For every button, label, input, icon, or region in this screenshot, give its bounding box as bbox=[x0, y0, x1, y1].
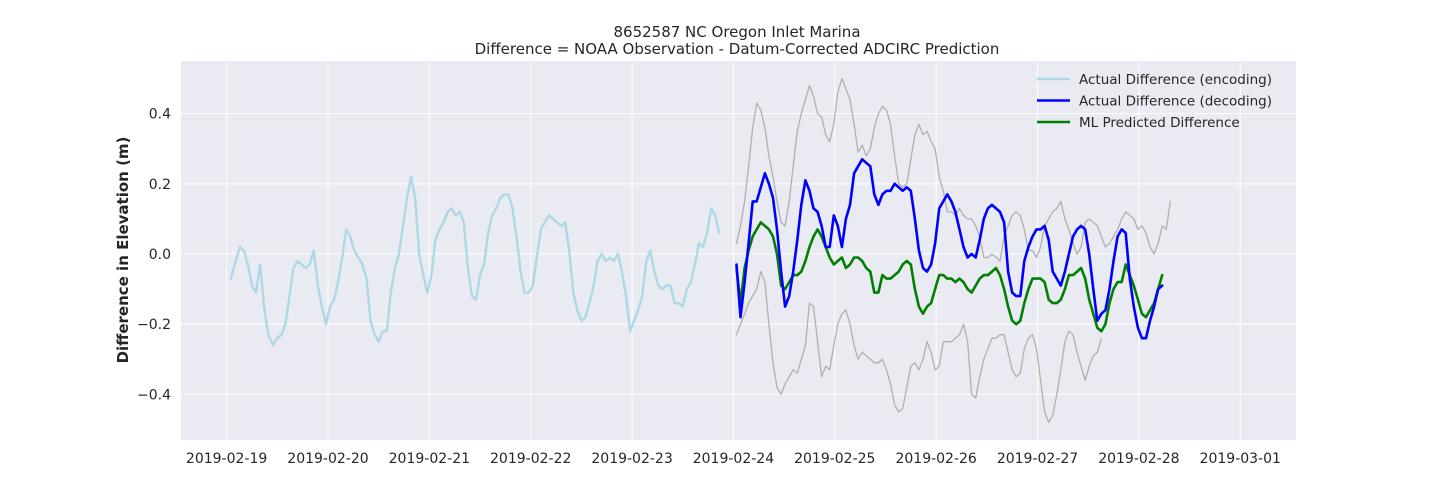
x-tick-label: 2019-02-27 bbox=[997, 451, 1078, 467]
plot-area bbox=[181, 61, 1296, 440]
y-axis-label: Difference in Elevation (m) bbox=[114, 137, 132, 364]
encoding-series-line bbox=[229, 175, 721, 347]
lower-bound-line bbox=[735, 270, 1103, 424]
predicted-series-line bbox=[735, 221, 1164, 333]
x-tick-label: 2019-02-19 bbox=[186, 451, 267, 467]
upper-bound-line bbox=[735, 77, 1171, 262]
chart-subtitle: Difference = NOAA Observation - Datum-Co… bbox=[475, 40, 1000, 58]
x-tick-label: 2019-02-20 bbox=[287, 451, 368, 467]
x-tick-label: 2019-02-28 bbox=[1098, 451, 1179, 467]
y-tick-label: 0.2 bbox=[149, 177, 171, 193]
legend-label: Actual Difference (encoding) bbox=[1079, 72, 1272, 88]
series-layer bbox=[229, 77, 1171, 424]
legend-label: Actual Difference (decoding) bbox=[1079, 94, 1272, 110]
x-tick-label: 2019-02-22 bbox=[490, 451, 571, 467]
legend: Actual Difference (encoding) Actual Diffe… bbox=[1037, 72, 1272, 131]
chart-title: 8652587 NC Oregon Inlet Marina bbox=[613, 23, 860, 41]
x-tick-label: 2019-02-26 bbox=[895, 451, 976, 467]
legend-label: ML Predicted Difference bbox=[1079, 115, 1240, 131]
y-tick-label: −0.2 bbox=[137, 317, 171, 333]
decoding-series-line bbox=[735, 158, 1164, 340]
x-tick-label: 2019-02-23 bbox=[591, 451, 672, 467]
y-tick-label: 0.0 bbox=[149, 247, 171, 263]
grid-lines bbox=[181, 61, 1296, 440]
y-tick-label: −0.4 bbox=[137, 387, 171, 403]
x-tick-label: 2019-02-24 bbox=[693, 451, 774, 467]
y-tick-label: 0.4 bbox=[149, 107, 171, 123]
x-tick-label: 2019-02-21 bbox=[389, 451, 470, 467]
x-tick-label: 2019-03-01 bbox=[1200, 451, 1281, 467]
x-tick-label: 2019-02-25 bbox=[794, 451, 875, 467]
tick-labels: 2019-02-19 2019-02-20 2019-02-21 2019-02-22… bbox=[137, 107, 1281, 467]
